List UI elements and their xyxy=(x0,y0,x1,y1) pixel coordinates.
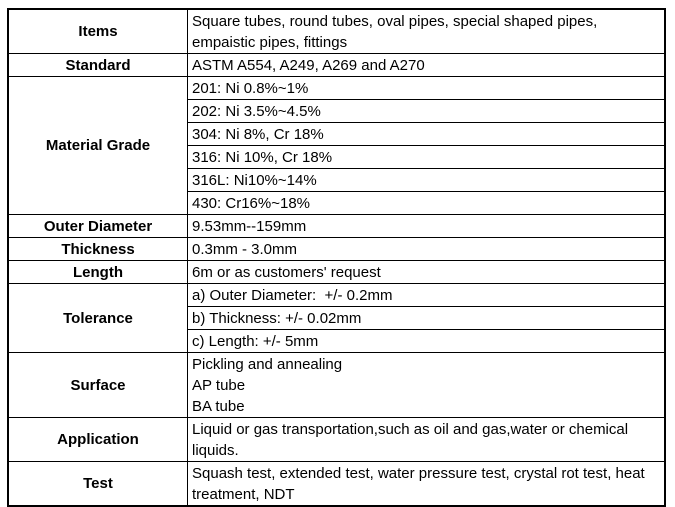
row-material-grade-sub: 202: Ni 3.5%~4.5% xyxy=(8,99,666,123)
text-line: 6m or as customers' request xyxy=(192,264,381,281)
text-line: a) Outer Diameter: +/- 0.2mm xyxy=(192,287,393,304)
row-material-grade: Material Grade 201: Ni 0.8%~1% xyxy=(7,76,666,215)
row-test: Test Squash test, extended test, water p… xyxy=(7,461,666,507)
row-thickness: Thickness 0.3mm - 3.0mm xyxy=(7,237,666,261)
test-value-cell: Squash test, extended test, water pressu… xyxy=(187,461,666,507)
application-value-cell: Liquid or gas transportation,such as oil… xyxy=(187,417,666,462)
items-value-cell: Square tubes, round tubes, oval pipes, s… xyxy=(187,8,666,54)
material-grade-label: Material Grade xyxy=(7,76,188,215)
text-line: Square tubes, round tubes, oval pipes, s… xyxy=(192,13,598,30)
row-application: Application Liquid or gas transportation… xyxy=(7,417,666,462)
material-grade-value-cell: 201: Ni 0.8%~1% xyxy=(187,76,666,100)
text-line: Squash test, extended test, water pressu… xyxy=(192,465,645,482)
product-spec-table: Items Square tubes, round tubes, oval pi… xyxy=(7,8,666,507)
text-line: 9.53mm--159mm xyxy=(192,218,307,235)
text-line: 202: Ni 3.5%~4.5% xyxy=(192,103,321,120)
text-line: 316L: Ni10%~14% xyxy=(192,172,317,189)
tolerance-value-cell: a) Outer Diameter: +/- 0.2mm xyxy=(187,283,666,307)
text-line: treatment, NDT xyxy=(192,486,295,503)
text-line: 304: Ni 8%, Cr 18% xyxy=(192,126,324,143)
text-line: 0.3mm - 3.0mm xyxy=(192,241,298,258)
outer-diameter-label: Outer Diameter xyxy=(7,214,188,238)
row-tolerance-sub: b) Thickness: +/- 0.02mm xyxy=(8,306,666,330)
tolerance-value-cell: c) Length: +/- 5mm xyxy=(187,329,666,353)
row-material-grade-sub: 316L: Ni10%~14% xyxy=(8,168,666,192)
row-standard: Standard ASTM A554, A249, A269 and A270 xyxy=(7,53,666,77)
tolerance-value-cell: b) Thickness: +/- 0.02mm xyxy=(187,306,666,330)
text-line: Liquid or gas transportation,such as oil… xyxy=(192,421,633,459)
surface-label: Surface xyxy=(7,352,188,418)
row-length: Length 6m or as customers' request xyxy=(7,260,666,284)
thickness-label: Thickness xyxy=(7,237,188,261)
material-grade-value-cell: 316L: Ni10%~14% xyxy=(187,168,666,192)
outer-diameter-value-cell: 9.53mm--159mm xyxy=(187,214,666,238)
application-label: Application xyxy=(7,417,188,462)
text-line: AP tube xyxy=(192,377,246,394)
standard-value-cell: ASTM A554, A249, A269 and A270 xyxy=(187,53,666,77)
text-line: c) Length: +/- 5mm xyxy=(192,333,319,350)
row-tolerance-sub: c) Length: +/- 5mm xyxy=(8,329,666,353)
items-label: Items xyxy=(7,8,188,54)
standard-label: Standard xyxy=(7,53,188,77)
surface-value-cell: Pickling and annealing AP tube BA tube xyxy=(187,352,666,418)
row-tolerance: Tolerance a) Outer Diameter: +/- 0.2mm xyxy=(7,283,666,353)
thickness-value-cell: 0.3mm - 3.0mm xyxy=(187,237,666,261)
product-spec-table-wrap: Items Square tubes, round tubes, oval pi… xyxy=(7,8,666,507)
text-line: empaistic pipes, fittings xyxy=(192,34,348,51)
material-grade-value-cell: 430: Cr16%~18% xyxy=(187,191,666,215)
text-line: Pickling and annealing xyxy=(192,356,343,373)
row-surface: Surface Pickling and annealing AP tube B… xyxy=(7,352,666,418)
row-outer-diameter: Outer Diameter 9.53mm--159mm xyxy=(7,214,666,238)
material-grade-value-cell: 202: Ni 3.5%~4.5% xyxy=(187,99,666,123)
text-line: 201: Ni 0.8%~1% xyxy=(192,80,309,97)
text-line: b) Thickness: +/- 0.02mm xyxy=(192,310,362,327)
length-label: Length xyxy=(7,260,188,284)
tolerance-label: Tolerance xyxy=(7,283,188,353)
text-line: ASTM A554, A249, A269 and A270 xyxy=(192,57,425,74)
length-value-cell: 6m or as customers' request xyxy=(187,260,666,284)
material-grade-value-cell: 304: Ni 8%, Cr 18% xyxy=(187,122,666,146)
material-grade-value-cell: 316: Ni 10%, Cr 18% xyxy=(187,145,666,169)
text-line: BA tube xyxy=(192,398,245,415)
text-line: 316: Ni 10%, Cr 18% xyxy=(192,149,333,166)
row-items: Items Square tubes, round tubes, oval pi… xyxy=(7,8,666,54)
row-material-grade-sub: 430: Cr16%~18% xyxy=(8,191,666,215)
text-line: 430: Cr16%~18% xyxy=(192,195,310,212)
test-label: Test xyxy=(7,461,188,507)
